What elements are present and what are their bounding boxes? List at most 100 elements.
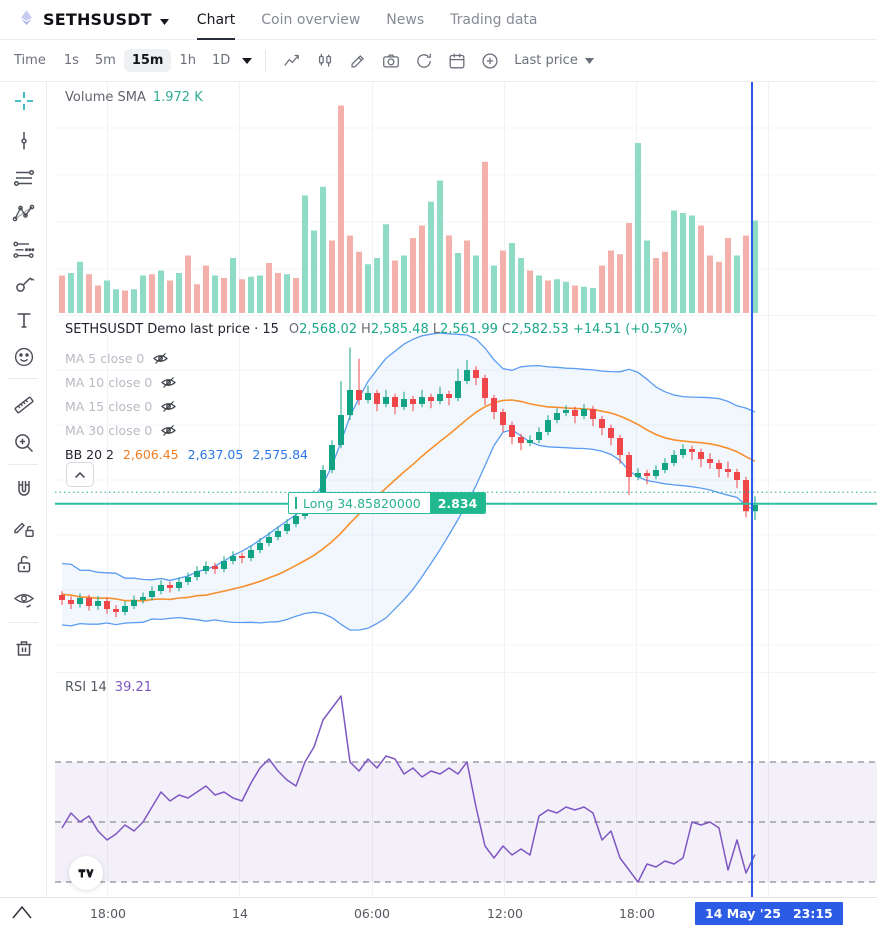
eth-logo-icon (18, 9, 35, 30)
interval-15m[interactable]: 15m (123, 49, 172, 72)
chart-area[interactable]: Volume SMA 1.972 K SETHSUSDT Demo last pr… (55, 82, 877, 897)
position-value-chip: 2.834 (429, 493, 486, 513)
text-tool-icon[interactable] (10, 308, 38, 334)
bb-upper-value: 2,637.05 (187, 446, 244, 462)
time-label: Time (14, 53, 46, 68)
crosshair-tool-icon[interactable] (10, 88, 38, 114)
xabcd-pattern-icon[interactable] (10, 200, 38, 226)
toolbar-separator (8, 378, 38, 379)
eye-off-icon[interactable] (160, 375, 177, 390)
fib-lines-icon[interactable] (10, 165, 38, 191)
price-mode-caret (584, 57, 594, 64)
pane-separator[interactable] (55, 672, 877, 673)
drawing-toolbar (0, 82, 47, 897)
gridline (372, 82, 373, 897)
price-pane-chart[interactable] (55, 315, 877, 672)
position-text: Long 34.85820000 (289, 493, 430, 513)
price-mode-selector[interactable]: Last price (514, 53, 594, 68)
price-legend-title: SETHSUSDT Demo last price · 15 (65, 322, 279, 337)
candles-icon[interactable] (308, 46, 341, 76)
symbol-selector[interactable]: SETHSUSDT (18, 9, 169, 30)
volume-pane-chart[interactable] (55, 82, 877, 315)
scroll-up-chevron-icon[interactable] (8, 901, 36, 929)
zoom-in-tool-icon[interactable] (10, 430, 38, 456)
interval-dropdown-caret[interactable] (242, 57, 253, 64)
lock-tool-icon[interactable] (10, 551, 38, 577)
interval-1s[interactable]: 1s (56, 49, 87, 72)
trash-icon[interactable] (10, 635, 38, 661)
rsi-legend-label[interactable]: RSI 14 (65, 680, 107, 695)
price-legend-title-row[interactable]: SETHSUSDT Demo last price · 15 O2,568.02 H… (65, 322, 688, 337)
ma-legend-row[interactable]: MA 5 close 0 (65, 346, 688, 370)
ruler-tool-icon[interactable] (10, 392, 38, 418)
toolbar-separator (8, 464, 38, 465)
crosshair-time-badge: 14 May '25 23:15 (695, 902, 843, 925)
trend-line-icon[interactable] (10, 128, 38, 154)
bb-legend-row[interactable]: BB 20 2 2,606.45 2,637.05 2,575.84 (65, 442, 688, 466)
volume-legend: Volume SMA 1.972 K (65, 90, 203, 105)
bb-label: BB 20 2 (65, 446, 114, 462)
ma15-label: MA 15 close 0 (65, 398, 153, 414)
time-axis[interactable]: 18:00 14 06:00 12:00 18:00 14 May '25 23… (0, 897, 877, 929)
eye-off-icon[interactable] (152, 351, 169, 366)
toolbar-separator (8, 622, 38, 623)
tab-trading-data[interactable]: Trading data (450, 11, 538, 28)
eye-off-icon[interactable] (160, 423, 177, 438)
gridline (239, 82, 240, 897)
crosshair-date: 14 May '25 (705, 906, 781, 921)
camera-icon[interactable] (374, 46, 407, 76)
time-tick: 14 (232, 906, 248, 921)
ma-legend-row[interactable]: MA 30 close 0 (65, 418, 688, 442)
rsi-pane-chart[interactable] (55, 672, 877, 897)
pane-separator[interactable] (55, 315, 877, 316)
ma10-label: MA 10 close 0 (65, 374, 153, 390)
ma30-label: MA 30 close 0 (65, 422, 153, 438)
interval-5m[interactable]: 5m (87, 49, 124, 72)
brush-tool-icon[interactable] (10, 272, 38, 298)
ma-legend-row[interactable]: MA 10 close 0 (65, 370, 688, 394)
time-tick: 18:00 (618, 906, 656, 921)
position-label[interactable]: Long 34.85820000 2.834 (288, 492, 487, 514)
time-tick: 18:00 (89, 906, 127, 921)
bb-lower-value: 2,575.84 (252, 446, 308, 462)
draw-lock-icon[interactable] (10, 515, 38, 541)
tab-coin-overview[interactable]: Coin overview (261, 11, 361, 28)
emoji-tool-icon[interactable] (10, 344, 38, 370)
eye-off-icon[interactable] (160, 399, 177, 414)
ohlc-values: O2,568.02 H2,585.48 L2,561.99 C2,582.53 +14… (288, 322, 688, 337)
hide-drawings-eye-icon[interactable] (10, 586, 38, 612)
interval-1h[interactable]: 1h (171, 49, 204, 72)
gridline (636, 82, 637, 897)
symbol-name: SETHSUSDT (43, 10, 152, 29)
time-tick: 12:00 (486, 906, 524, 921)
gridline (768, 82, 769, 897)
price-legend: SETHSUSDT Demo last price · 15 O2,568.02 H… (65, 322, 688, 466)
legend-collapse-button[interactable] (66, 462, 94, 487)
ma5-label: MA 5 close 0 (65, 350, 145, 366)
gridline (504, 82, 505, 897)
bb-basis-value: 2,606.45 (122, 446, 179, 462)
add-circle-icon[interactable] (473, 46, 506, 76)
gridline (107, 82, 108, 897)
ma-legend-row[interactable]: MA 15 close 0 (65, 394, 688, 418)
crosshair-time: 23:15 (792, 906, 833, 921)
header-tabs: Chart Coin overview News Trading data (196, 0, 538, 40)
calendar-icon[interactable] (440, 46, 473, 76)
rsi-legend-value: 39.21 (114, 680, 153, 695)
tab-chart[interactable]: Chart (196, 0, 236, 40)
symbol-header: SETHSUSDT Chart Coin overview News Tradi… (0, 0, 877, 40)
magnet-tool-icon[interactable] (10, 477, 38, 503)
indicators-icon[interactable] (275, 46, 308, 76)
interval-1d[interactable]: 1D (204, 49, 238, 72)
drag-handle-icon[interactable] (295, 497, 297, 509)
draw-icon[interactable] (341, 46, 374, 76)
time-tick: 06:00 (353, 906, 391, 921)
crosshair-line (751, 82, 753, 897)
undo-icon[interactable] (407, 46, 440, 76)
symbol-dropdown-caret (159, 10, 169, 29)
forecast-tool-icon[interactable] (10, 237, 38, 263)
tab-news[interactable]: News (386, 11, 425, 28)
chart-toolbar: Time 1s 5m 15m 1h 1D Last price (0, 40, 877, 82)
volume-legend-label[interactable]: Volume SMA (65, 90, 146, 105)
tradingview-logo[interactable] (69, 856, 103, 890)
